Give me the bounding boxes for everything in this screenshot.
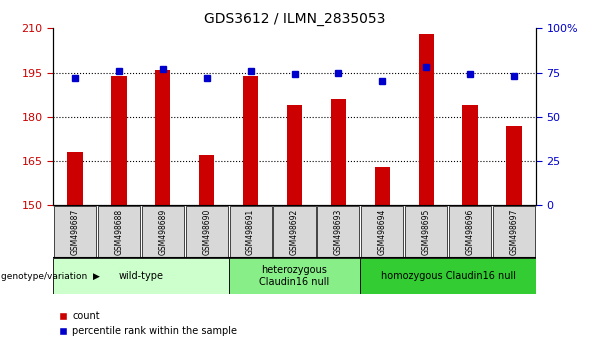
- Text: heterozygous
Claudin16 null: heterozygous Claudin16 null: [259, 265, 330, 287]
- Text: GSM498692: GSM498692: [290, 209, 299, 255]
- Text: GSM498691: GSM498691: [246, 209, 255, 255]
- Text: GSM498693: GSM498693: [334, 209, 343, 255]
- Text: GSM498694: GSM498694: [378, 209, 387, 255]
- Text: homozygous Claudin16 null: homozygous Claudin16 null: [380, 271, 516, 281]
- Text: GSM498688: GSM498688: [114, 209, 123, 255]
- FancyBboxPatch shape: [230, 206, 272, 258]
- Text: GSM498689: GSM498689: [158, 209, 167, 255]
- Bar: [155, 70, 170, 205]
- FancyBboxPatch shape: [360, 258, 536, 294]
- Bar: [331, 99, 346, 205]
- FancyBboxPatch shape: [361, 206, 403, 258]
- Text: GSM498696: GSM498696: [466, 209, 475, 255]
- Bar: [375, 167, 390, 205]
- Bar: [287, 105, 302, 205]
- Text: GSM498695: GSM498695: [422, 209, 431, 255]
- FancyBboxPatch shape: [98, 206, 140, 258]
- Bar: [243, 75, 258, 205]
- Bar: [199, 155, 214, 205]
- Title: GDS3612 / ILMN_2835053: GDS3612 / ILMN_2835053: [204, 12, 385, 26]
- FancyBboxPatch shape: [449, 206, 491, 258]
- FancyBboxPatch shape: [186, 206, 228, 258]
- FancyBboxPatch shape: [273, 206, 316, 258]
- Bar: [67, 152, 82, 205]
- FancyBboxPatch shape: [54, 206, 96, 258]
- Bar: [462, 105, 478, 205]
- FancyBboxPatch shape: [493, 206, 535, 258]
- Text: GSM498687: GSM498687: [71, 209, 80, 255]
- Text: genotype/variation  ▶: genotype/variation ▶: [1, 272, 100, 281]
- FancyBboxPatch shape: [229, 258, 360, 294]
- FancyBboxPatch shape: [317, 206, 359, 258]
- FancyBboxPatch shape: [405, 206, 447, 258]
- Bar: [111, 75, 127, 205]
- Text: GSM498690: GSM498690: [202, 209, 211, 255]
- Text: wild-type: wild-type: [118, 271, 163, 281]
- Bar: [419, 34, 434, 205]
- FancyBboxPatch shape: [142, 206, 184, 258]
- Legend: count, percentile rank within the sample: count, percentile rank within the sample: [58, 312, 237, 336]
- Bar: [507, 126, 522, 205]
- FancyBboxPatch shape: [53, 258, 229, 294]
- Text: GSM498697: GSM498697: [509, 209, 518, 255]
